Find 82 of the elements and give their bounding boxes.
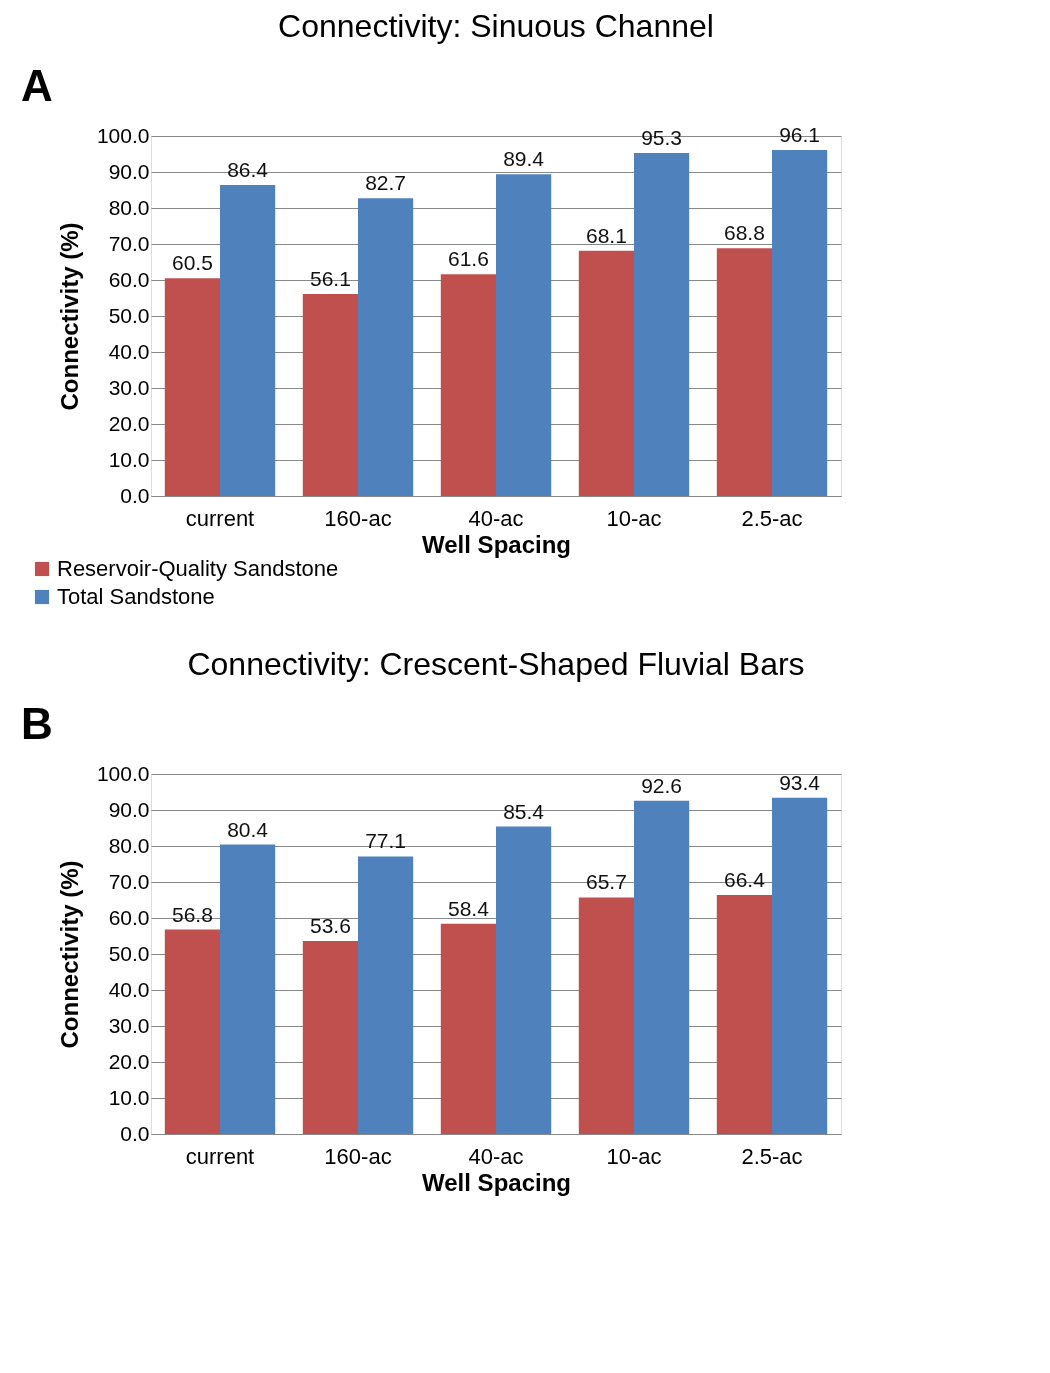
bar	[716, 894, 772, 1134]
y-tick-label: 30.0	[108, 375, 150, 399]
bar	[496, 826, 552, 1134]
data-label: 85.4	[503, 799, 545, 823]
data-label: 68.1	[585, 223, 627, 247]
x-tick-label: 160-ac	[324, 1143, 392, 1169]
bar	[164, 278, 220, 496]
data-label: 61.6	[447, 247, 489, 271]
data-label: 96.1	[779, 123, 821, 147]
y-tick-label: 100.0	[96, 761, 150, 785]
bar	[634, 152, 690, 496]
y-tick-label: 90.0	[108, 159, 150, 183]
y-tick-label: 40.0	[108, 977, 150, 1001]
x-axis-title: Well Spacing	[422, 1168, 571, 1196]
data-label: 92.6	[641, 773, 683, 797]
y-tick-label: 20.0	[108, 1049, 150, 1073]
text: B	[21, 699, 53, 748]
x-axis-title: Well Spacing	[422, 530, 571, 558]
chart-title: Connectivity: Sinuous Channel	[278, 8, 714, 44]
bar	[440, 274, 496, 496]
y-tick-label: 70.0	[108, 231, 150, 255]
bar	[164, 929, 220, 1134]
y-tick-label: 0.0	[120, 1121, 150, 1145]
y-tick-label: 60.0	[108, 267, 150, 291]
bar	[220, 844, 276, 1134]
data-label: 95.3	[641, 125, 683, 149]
x-tick-label: current	[185, 1143, 255, 1169]
y-tick-label: 70.0	[108, 869, 150, 893]
y-tick-label: 80.0	[108, 833, 150, 857]
bar	[578, 250, 634, 496]
x-tick-label: 10-ac	[606, 1143, 662, 1169]
bar	[496, 174, 552, 496]
data-label: 65.7	[585, 870, 627, 894]
y-tick-label: 20.0	[108, 411, 150, 435]
bar	[358, 856, 414, 1134]
bar	[302, 941, 358, 1134]
bar	[634, 800, 690, 1134]
y-tick-label: 50.0	[108, 303, 150, 327]
data-label: 58.4	[447, 896, 490, 920]
x-tick-label: 160-ac	[324, 505, 392, 531]
bar	[358, 198, 414, 496]
data-label: 80.4	[227, 817, 269, 841]
data-label: 77.1	[365, 829, 407, 853]
data-label: 66.4	[723, 867, 766, 891]
chart-title: Connectivity: Crescent-Shaped Fluvial Bars	[187, 646, 805, 682]
y-tick-label: 40.0	[108, 339, 150, 363]
y-tick-label: 0.0	[120, 483, 150, 507]
bar	[716, 248, 772, 496]
bar	[302, 294, 358, 496]
y-tick-label: 90.0	[108, 797, 150, 821]
x-tick-label: current	[185, 505, 255, 531]
legend-label: Reservoir-Quality Sandstone	[57, 556, 339, 581]
bar	[772, 797, 828, 1134]
data-label: 86.4	[227, 157, 269, 181]
bar	[440, 923, 496, 1134]
y-tick-label: 60.0	[108, 905, 150, 929]
data-label: 89.4	[503, 147, 545, 171]
x-tick-label: 40-ac	[468, 505, 524, 531]
data-label: 56.1	[309, 267, 351, 291]
x-tick-label: 2.5-ac	[741, 505, 803, 531]
data-label: 68.8	[723, 221, 765, 245]
y-tick-label: 80.0	[108, 195, 150, 219]
bar	[578, 897, 634, 1134]
x-tick-label: 10-ac	[606, 505, 662, 531]
data-label: 56.8	[171, 902, 213, 926]
legend-label: Total Sandstone	[57, 584, 215, 609]
data-label: 60.5	[171, 251, 213, 275]
y-tick-label: 50.0	[108, 941, 150, 965]
data-label: 93.4	[779, 770, 821, 794]
y-axis-title: Connectivity (%)	[55, 222, 83, 411]
data-label: 82.7	[365, 171, 407, 195]
text: A	[21, 61, 53, 110]
data-label: 53.6	[309, 914, 351, 938]
y-tick-label: 10.0	[108, 1085, 150, 1109]
x-tick-label: 40-ac	[468, 1143, 524, 1169]
bar	[772, 150, 828, 496]
bar	[220, 184, 276, 496]
y-axis-title: Connectivity (%)	[55, 860, 83, 1049]
x-tick-label: 2.5-ac	[741, 1143, 803, 1169]
y-tick-label: 10.0	[108, 447, 150, 471]
y-tick-label: 100.0	[96, 123, 150, 147]
y-tick-label: 30.0	[108, 1013, 150, 1037]
